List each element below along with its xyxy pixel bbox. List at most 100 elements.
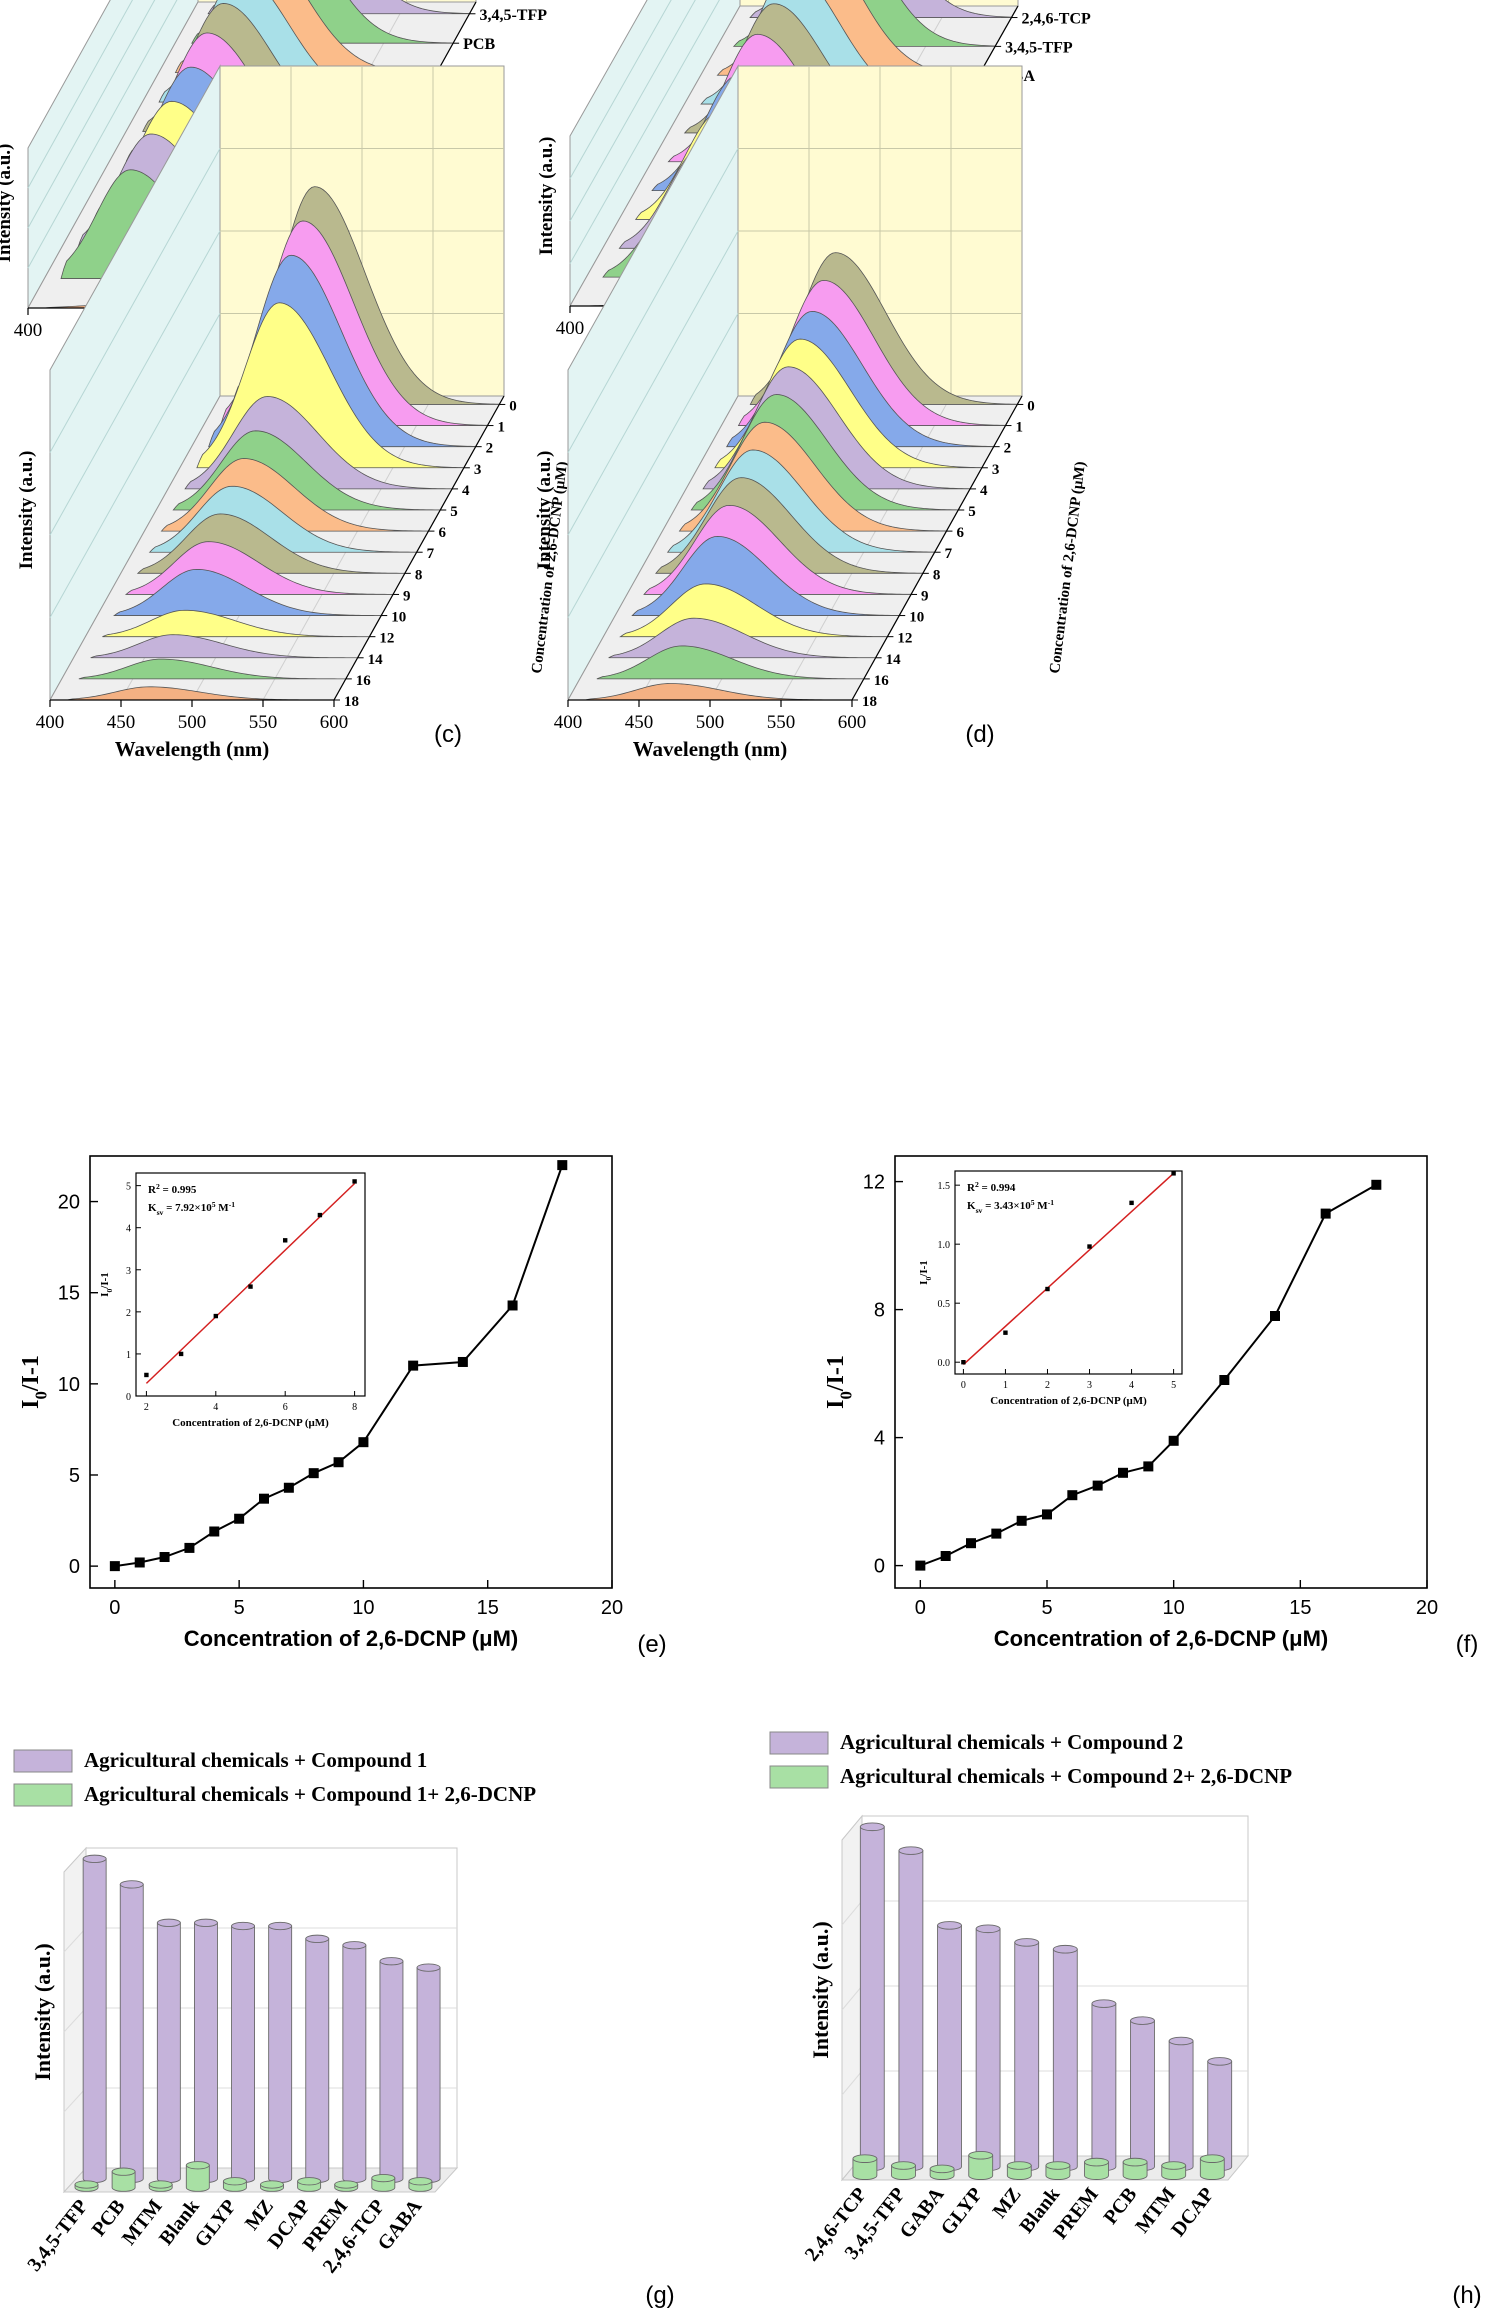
inset-r2: R2 = 0.994 bbox=[967, 1180, 1016, 1194]
data-point bbox=[1219, 1375, 1230, 1385]
z-tick-label: 10 bbox=[391, 610, 406, 626]
inset-y-tick-label: 5 bbox=[126, 1182, 131, 1193]
y-axis-title: I0/I-1 bbox=[18, 1355, 50, 1409]
bar-compound-dcnp bbox=[1084, 2161, 1109, 2180]
grid-line bbox=[49, 313, 221, 618]
grid-line bbox=[841, 2070, 863, 2096]
label-span: /I-1 bbox=[918, 1260, 930, 1278]
y-axis-title: Intensity (a.u.) bbox=[808, 1921, 833, 2059]
data-point bbox=[234, 1513, 245, 1524]
z-tick-label: 7 bbox=[945, 546, 953, 562]
z-tick-label: 0 bbox=[509, 398, 517, 414]
x-axis-title: Wavelength (nm) bbox=[633, 737, 788, 761]
x-tick-label: 450 bbox=[625, 712, 654, 733]
bar-compound-dcnp bbox=[111, 2171, 136, 2192]
x-tick-label: 20 bbox=[601, 1597, 623, 1619]
y-tick-label: 0 bbox=[69, 1556, 80, 1578]
x-tick-label: 0 bbox=[109, 1597, 120, 1619]
grid-line bbox=[569, 0, 720, 264]
grid-line bbox=[49, 148, 221, 453]
inset-y-tick-label: 1 bbox=[126, 1350, 131, 1361]
inset-data-point bbox=[1171, 1171, 1176, 1176]
bar-compound-dcnp-top bbox=[74, 2180, 99, 2189]
label-span: = 0.994 bbox=[979, 1182, 1016, 1194]
bar-compound-dcnp-top bbox=[1006, 2161, 1032, 2170]
label-span: -1 bbox=[1048, 1198, 1055, 1207]
x-tick-label: 550 bbox=[249, 712, 278, 733]
label-span: I bbox=[918, 1281, 930, 1285]
x-tick-label: 10 bbox=[1163, 1597, 1185, 1619]
label-span: 0 bbox=[105, 1289, 114, 1293]
bar-compound-top bbox=[1052, 1944, 1078, 1954]
inset-x-tick-label: 2 bbox=[1045, 1380, 1050, 1391]
legend-label: Agricultural chemicals + Compound 2 bbox=[840, 1730, 1183, 1754]
data-point bbox=[557, 1160, 568, 1171]
z-tick-label: 9 bbox=[403, 588, 411, 604]
data-point bbox=[1168, 1435, 1179, 1446]
z-tick-label: 16 bbox=[356, 673, 372, 689]
inset-y-axis-title: I0/I-1 bbox=[99, 1272, 114, 1297]
spectrum-16 bbox=[78, 658, 347, 680]
inset-x-tick-label: 5 bbox=[1171, 1380, 1176, 1391]
data-point bbox=[283, 1482, 294, 1493]
inset-y-tick-label: 3 bbox=[126, 1266, 131, 1277]
bar-compound bbox=[305, 1938, 330, 2183]
inset-data-point bbox=[1087, 1244, 1092, 1249]
data-point bbox=[184, 1542, 195, 1553]
bar-compound-dcnp bbox=[1122, 2161, 1148, 2180]
grid-line bbox=[27, 0, 156, 229]
bar-compound-dcnp-top bbox=[334, 2180, 359, 2189]
z-axis-title: Concentration of 2,6-DCNP (μM) bbox=[1047, 461, 1089, 675]
legend-swatch bbox=[769, 1731, 829, 1755]
label-span: I bbox=[18, 1400, 44, 1409]
data-point bbox=[1371, 1179, 1382, 1190]
grid-line bbox=[567, 313, 739, 618]
bar-compound-dcnp-top bbox=[891, 2161, 916, 2170]
y-axis-title: Intensity (a.u.) bbox=[0, 144, 15, 263]
z-tick-label: 8 bbox=[415, 567, 423, 583]
label-span: M bbox=[1035, 1200, 1049, 1212]
label-span: sv bbox=[976, 1206, 983, 1215]
inset-ksv: Ksv = 7.92×105 M-1 bbox=[148, 1200, 235, 1217]
label-span: -1 bbox=[229, 1200, 236, 1209]
inset-ksv: Ksv = 3.43×105 M-1 bbox=[967, 1198, 1054, 1215]
bar-compound-top bbox=[82, 1854, 107, 1863]
z-tick-label: 14 bbox=[368, 652, 384, 668]
z-tick-label: 16 bbox=[874, 673, 890, 689]
spectrum-12 bbox=[102, 609, 370, 638]
bar-compound bbox=[975, 1928, 1001, 2172]
label-span: 2 bbox=[156, 1182, 160, 1191]
label-span: = 7.92×10 bbox=[163, 1202, 212, 1214]
bar-compound-top bbox=[937, 1921, 962, 1930]
z-tick-label: 2,4,6-TCP bbox=[1021, 11, 1091, 28]
z-tick-label: 3 bbox=[992, 462, 1000, 478]
x-tick-label: 400 bbox=[36, 712, 65, 733]
grid-line bbox=[569, 0, 672, 179]
category-label: GABA bbox=[896, 2183, 949, 2243]
x-tick-label: 20 bbox=[1416, 1597, 1438, 1619]
label-span: R bbox=[967, 1182, 976, 1194]
data-point bbox=[358, 1437, 369, 1448]
inset-x-tick-label: 3 bbox=[1087, 1380, 1092, 1391]
y-tick-label: 15 bbox=[58, 1283, 80, 1305]
label-span: /I-1 bbox=[18, 1355, 44, 1392]
bar-compound-top bbox=[379, 1957, 404, 1966]
inset-x-tick-label: 2 bbox=[144, 1402, 149, 1413]
label-span: /I-1 bbox=[823, 1355, 849, 1392]
grid-line bbox=[49, 230, 221, 536]
inset-data-point bbox=[178, 1351, 184, 1357]
bar-compound bbox=[193, 1922, 218, 2183]
x-tick-label: 550 bbox=[767, 712, 796, 733]
plot-frame bbox=[894, 1155, 1428, 1589]
inset-y-tick-label: 1.0 bbox=[938, 1240, 951, 1251]
bar-compound-dcnp-top bbox=[1161, 2161, 1187, 2170]
inset-x-tick-label: 1 bbox=[1003, 1380, 1008, 1391]
label-span: I bbox=[99, 1293, 111, 1297]
y-tick-label: 0 bbox=[874, 1556, 885, 1578]
bar-compound bbox=[379, 1960, 404, 2183]
y-axis-title: Intensity (a.u.) bbox=[16, 451, 37, 570]
z-tick-label: 4 bbox=[462, 483, 470, 499]
data-point bbox=[1092, 1480, 1103, 1491]
